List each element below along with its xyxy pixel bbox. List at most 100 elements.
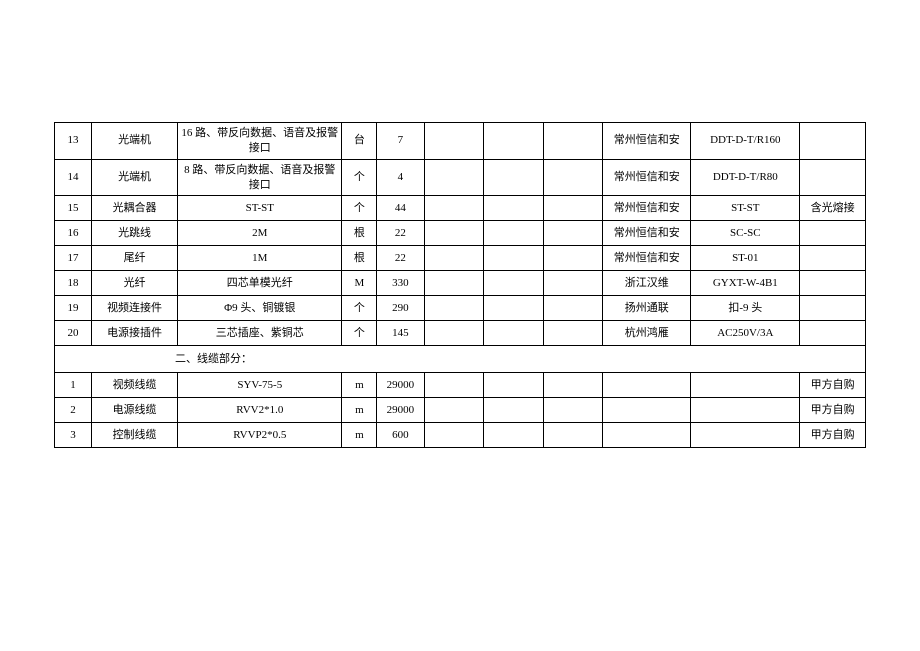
- table-cell: 常州恒信和安: [603, 123, 691, 160]
- table-cell: 19: [55, 296, 92, 321]
- table-cell: m: [342, 423, 377, 448]
- table-cell: 根: [342, 221, 377, 246]
- table-cell: [424, 246, 484, 271]
- table-cell: [691, 423, 800, 448]
- table-cell: [424, 423, 484, 448]
- table-cell: 个: [342, 296, 377, 321]
- table-cell: SYV-75-5: [178, 373, 342, 398]
- table-cell: 甲方自购: [800, 398, 866, 423]
- table-cell: [424, 271, 484, 296]
- table-cell: 常州恒信和安: [603, 196, 691, 221]
- table-cell: [424, 296, 484, 321]
- table-cell: [484, 159, 544, 196]
- table-cell: 600: [377, 423, 424, 448]
- table-cell: 290: [377, 296, 424, 321]
- table-cell: 3: [55, 423, 92, 448]
- table-cell: 视频线缆: [91, 373, 177, 398]
- table-cell: [424, 321, 484, 346]
- table-row: 20电源接插件三芯插座、紫铜芯个145 杭州鸿雁AC250V/3A: [55, 321, 866, 346]
- table-cell: 8 路、带反向数据、语音及报警接口: [178, 159, 342, 196]
- table-cell: 常州恒信和安: [603, 246, 691, 271]
- table-cell: DDT-D-T/R160: [691, 123, 800, 160]
- table-cell: 光端机: [91, 159, 177, 196]
- table-cell: 甲方自购: [800, 373, 866, 398]
- table-cell: 2M: [178, 221, 342, 246]
- table-cell: 电源接插件: [91, 321, 177, 346]
- table-cell: [800, 271, 866, 296]
- table-cell: 光跳线: [91, 221, 177, 246]
- table-cell: 含光熔接: [800, 196, 866, 221]
- table-cell: 7: [377, 123, 424, 160]
- table-cell: [484, 123, 544, 160]
- table-cell: RVVP2*0.5: [178, 423, 342, 448]
- table-cell: 常州恒信和安: [603, 159, 691, 196]
- table-cell: 光耦合器: [91, 196, 177, 221]
- table-cell: 1M: [178, 246, 342, 271]
- equipment-table: 13光端机16 路、带反向数据、语音及报警接口台7常州恒信和安DDT-D-T/R…: [54, 122, 866, 448]
- table-cell: 扬州通联: [603, 296, 691, 321]
- table-cell: 根: [342, 246, 377, 271]
- table-cell: [603, 398, 691, 423]
- table-cell: [800, 321, 866, 346]
- table-cell: 4: [377, 159, 424, 196]
- table-cell: 29000: [377, 398, 424, 423]
- table-cell: [424, 398, 484, 423]
- table-row: 18光纤四芯单模光纤M330浙江汉维GYXT-W-4B1: [55, 271, 866, 296]
- table-body: 13光端机16 路、带反向数据、语音及报警接口台7常州恒信和安DDT-D-T/R…: [55, 123, 866, 448]
- table-cell: 29000: [377, 373, 424, 398]
- table-row: 3控制线缆RVVP2*0.5m600甲方自购: [55, 423, 866, 448]
- table-cell: 电源线缆: [91, 398, 177, 423]
- table-cell: [424, 221, 484, 246]
- table-cell: 22: [377, 246, 424, 271]
- table-cell: 光纤: [91, 271, 177, 296]
- table-row: 2电源线缆RVV2*1.0m29000 甲方自购: [55, 398, 866, 423]
- table-cell: 2: [55, 398, 92, 423]
- table-cell: 个: [342, 196, 377, 221]
- table-cell: AC250V/3A: [691, 321, 800, 346]
- table-cell: [484, 246, 544, 271]
- page-container: 13光端机16 路、带反向数据、语音及报警接口台7常州恒信和安DDT-D-T/R…: [0, 0, 920, 448]
- table-cell: [800, 296, 866, 321]
- table-cell: [603, 423, 691, 448]
- table-cell: 光端机: [91, 123, 177, 160]
- table-cell: ST-ST: [178, 196, 342, 221]
- table-cell: [543, 271, 603, 296]
- table-cell: 22: [377, 221, 424, 246]
- table-cell: m: [342, 398, 377, 423]
- table-cell: RVV2*1.0: [178, 398, 342, 423]
- table-cell: 个: [342, 321, 377, 346]
- table-cell: 1: [55, 373, 92, 398]
- table-cell: [484, 296, 544, 321]
- table-cell: [691, 398, 800, 423]
- table-cell: 杭州鸿雁: [603, 321, 691, 346]
- table-row: 14光端机8 路、带反向数据、语音及报警接口个4常州恒信和安DDT-D-T/R8…: [55, 159, 866, 196]
- table-cell: 三芯插座、紫铜芯: [178, 321, 342, 346]
- table-cell: [603, 373, 691, 398]
- table-cell: ST-01: [691, 246, 800, 271]
- table-cell: [800, 159, 866, 196]
- table-cell: Φ9 头、铜镀银: [178, 296, 342, 321]
- table-cell: [484, 196, 544, 221]
- table-cell: [484, 321, 544, 346]
- table-row: 13光端机16 路、带反向数据、语音及报警接口台7常州恒信和安DDT-D-T/R…: [55, 123, 866, 160]
- table-cell: 20: [55, 321, 92, 346]
- table-cell: [800, 246, 866, 271]
- table-cell: [800, 123, 866, 160]
- table-cell: [484, 221, 544, 246]
- table-cell: [543, 398, 603, 423]
- table-row: 15光耦合器ST-ST个44常州恒信和安ST-ST含光熔接: [55, 196, 866, 221]
- table-cell: 16 路、带反向数据、语音及报警接口: [178, 123, 342, 160]
- table-cell: [543, 423, 603, 448]
- table-cell: 浙江汉维: [603, 271, 691, 296]
- table-cell: SC-SC: [691, 221, 800, 246]
- section-header-cell: 二、线缆部分：: [55, 346, 866, 373]
- table-row: 17尾纤1M根22常州恒信和安ST-01: [55, 246, 866, 271]
- table-cell: 16: [55, 221, 92, 246]
- table-row: 1视频线缆SYV-75-5m29000甲方自购: [55, 373, 866, 398]
- table-cell: 控制线缆: [91, 423, 177, 448]
- table-cell: M: [342, 271, 377, 296]
- table-cell: [484, 271, 544, 296]
- table-cell: 14: [55, 159, 92, 196]
- table-cell: ST-ST: [691, 196, 800, 221]
- table-cell: 145: [377, 321, 424, 346]
